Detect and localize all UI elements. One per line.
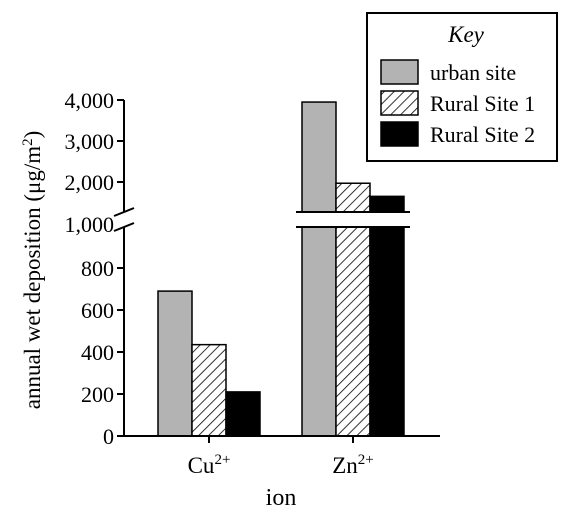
bar-zn-rural-site-2 bbox=[369, 195, 405, 437]
legend-label: Rural Site 1 bbox=[430, 91, 535, 116]
x-tick-label: Zn2+ bbox=[332, 452, 374, 478]
legend-label: Rural Site 2 bbox=[430, 122, 535, 147]
y-tick-label: 400 bbox=[81, 340, 114, 365]
x-category-labels: Cu2+ Zn2+ bbox=[188, 436, 374, 478]
y-tick-label: 200 bbox=[81, 382, 114, 407]
legend-swatch bbox=[380, 59, 419, 85]
bar-break-gap bbox=[296, 212, 410, 227]
legend-title: Key bbox=[447, 22, 485, 47]
x-tick-label: Cu2+ bbox=[188, 452, 231, 478]
y-tick-label: 600 bbox=[81, 298, 114, 323]
y-ticks: 0 200 400 600 800 2,000 3,000 4,000 1,000 bbox=[65, 88, 124, 449]
y-axis-break-mark-bottom bbox=[113, 222, 135, 232]
y-axis-break-mark-top bbox=[113, 207, 135, 217]
y-tick-label: 3,000 bbox=[65, 129, 115, 154]
y-tick-label: 4,000 bbox=[65, 88, 115, 113]
bar-cu-rural-site-1 bbox=[191, 343, 227, 437]
legend-swatch bbox=[380, 121, 419, 147]
legend: Key urban site Rural Site 1 Rural Site 2 bbox=[366, 12, 558, 162]
bar-cu-rural-site-2 bbox=[225, 391, 261, 437]
legend-label: urban site bbox=[430, 60, 516, 85]
bars bbox=[157, 101, 410, 437]
y-tick-label: 0 bbox=[103, 424, 114, 449]
y-axis-label: annual wet deposition (μg/m2) bbox=[20, 131, 45, 410]
bar-cu-urban-site bbox=[157, 290, 193, 437]
y-tick-label: 800 bbox=[81, 256, 114, 281]
legend-swatch bbox=[380, 90, 419, 116]
x-axis-label: ion bbox=[266, 485, 297, 511]
y-tick-label: 2,000 bbox=[65, 170, 115, 195]
axes bbox=[113, 100, 440, 437]
bar-zn-urban-site bbox=[301, 101, 337, 437]
y-tick-label: 1,000 bbox=[65, 212, 115, 237]
